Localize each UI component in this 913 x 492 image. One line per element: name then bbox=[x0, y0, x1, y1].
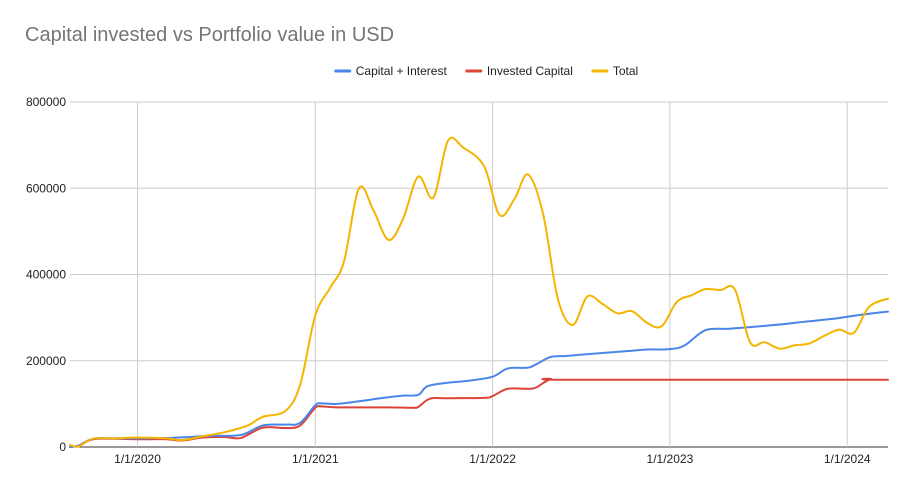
legend-label-total: Total bbox=[613, 64, 638, 78]
series-line-total bbox=[69, 136, 889, 448]
y-tick-label: 0 bbox=[59, 440, 66, 454]
x-tick-label: 1/1/2023 bbox=[647, 452, 694, 466]
x-tick-label: 1/1/2020 bbox=[114, 452, 161, 466]
y-tick-label: 600000 bbox=[26, 181, 66, 195]
x-tick-label: 1/1/2021 bbox=[292, 452, 339, 466]
y-tick-label: 200000 bbox=[26, 354, 66, 368]
y-tick-label: 400000 bbox=[26, 268, 66, 282]
y-tick-label: 800000 bbox=[26, 95, 66, 109]
chart-title: Capital invested vs Portfolio value in U… bbox=[25, 24, 395, 46]
legend-label-invested-capital: Invested Capital bbox=[487, 64, 573, 78]
x-tick-label: 1/1/2022 bbox=[469, 452, 516, 466]
series-line-capital-interest bbox=[69, 310, 889, 448]
legend-label-capital-interest: Capital + Interest bbox=[356, 64, 448, 78]
x-tick-label: 1/1/2024 bbox=[824, 452, 871, 466]
